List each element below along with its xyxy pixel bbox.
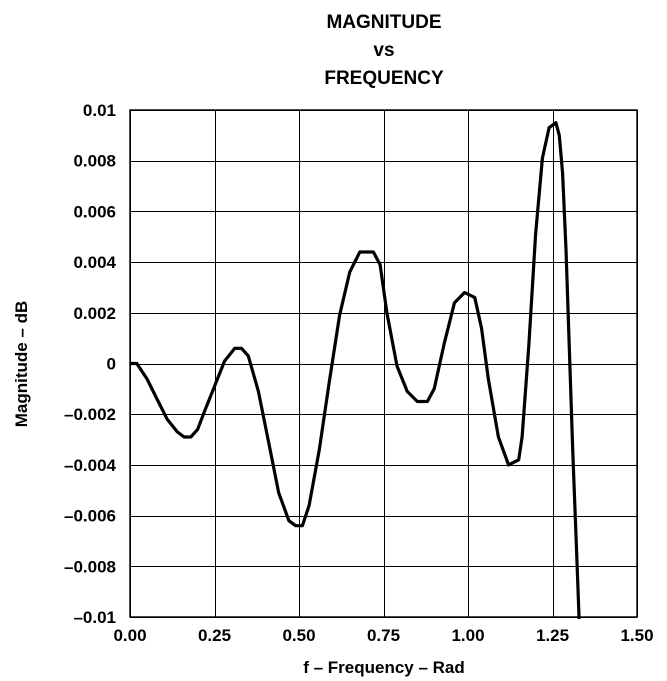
y-tick-label: 0.004 bbox=[73, 253, 116, 272]
x-tick-label: 0.75 bbox=[367, 626, 400, 645]
x-tick-label: 1.50 bbox=[620, 626, 653, 645]
x-tick-label: 0.50 bbox=[282, 626, 315, 645]
y-tick-label: –0.01 bbox=[73, 608, 116, 627]
y-axis-ticks: 0.01 0.008 0.006 0.004 0.002 0 –0.002 –0.004 –0.… bbox=[64, 101, 117, 627]
x-tick-label: 0.25 bbox=[198, 626, 231, 645]
y-tick-label: 0.002 bbox=[73, 304, 116, 323]
grid bbox=[130, 110, 638, 618]
y-tick-label: 0.006 bbox=[73, 202, 116, 221]
y-axis-label: Magnitude – dB bbox=[12, 301, 31, 428]
chart-title-line: FREQUENCY bbox=[324, 68, 444, 89]
y-tick-label: –0.002 bbox=[64, 405, 116, 424]
y-tick-label: 0.008 bbox=[73, 152, 116, 171]
x-axis-ticks: 0.00 0.25 0.50 0.75 1.00 1.25 1.50 bbox=[113, 626, 653, 645]
x-tick-label: 1.00 bbox=[451, 626, 484, 645]
x-tick-label: 0.00 bbox=[113, 626, 146, 645]
y-tick-label: –0.004 bbox=[64, 456, 117, 475]
chart-title-line: vs bbox=[373, 40, 394, 61]
y-tick-label: –0.006 bbox=[64, 507, 116, 526]
chart-title-line: MAGNITUDE bbox=[326, 12, 441, 33]
series-group bbox=[130, 121, 581, 619]
y-tick-label: –0.008 bbox=[64, 557, 116, 576]
plot-area-frame bbox=[129, 109, 638, 618]
y-tick-label: 0 bbox=[107, 355, 116, 374]
series-line bbox=[130, 121, 581, 619]
x-tick-label: 1.25 bbox=[536, 626, 569, 645]
y-tick-label: 0.01 bbox=[83, 101, 116, 120]
chart-title: MAGNITUDE vs FREQUENCY bbox=[324, 12, 444, 89]
x-axis-label: f – Frequency – Rad bbox=[303, 658, 465, 677]
